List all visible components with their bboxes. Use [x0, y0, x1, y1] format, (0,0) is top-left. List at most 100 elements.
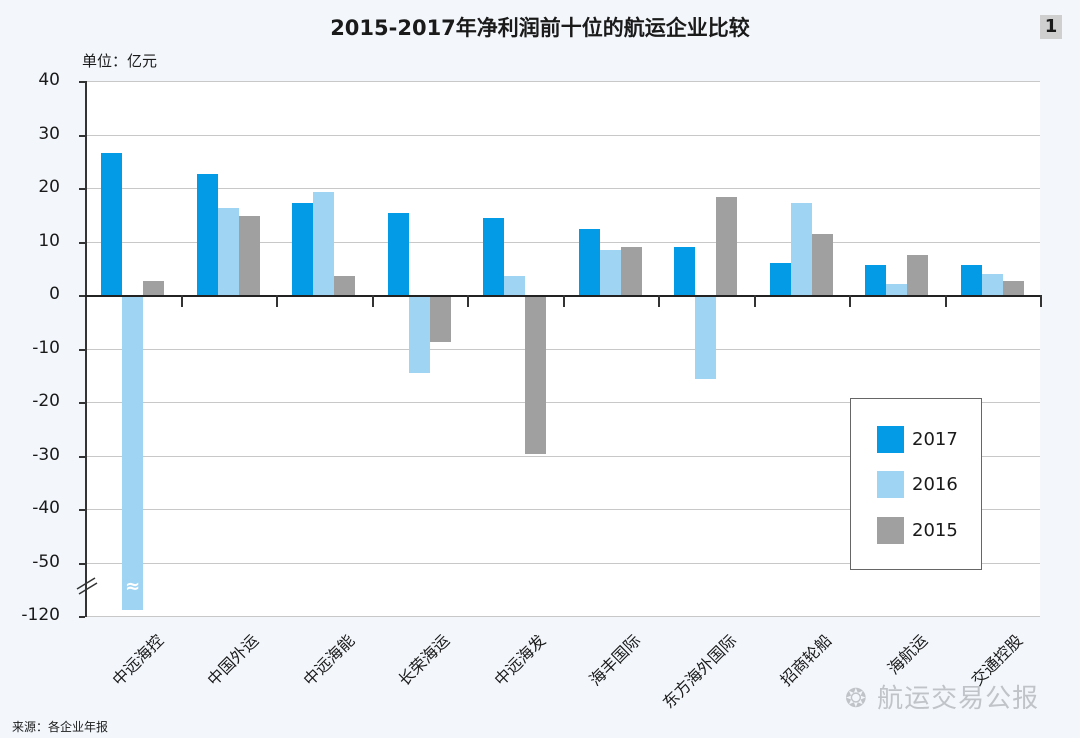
bar-2017 — [101, 153, 122, 295]
axis-break-wave-icon: ≈ — [125, 576, 141, 597]
source-note: 来源：各企业年报 — [12, 720, 109, 734]
bar-2016 — [408, 296, 430, 374]
grid-line — [85, 509, 1040, 510]
legend-swatch-2015 — [877, 516, 904, 544]
legend-swatch-2016 — [877, 470, 904, 498]
bar-2015 — [525, 296, 546, 454]
y-tick-label: -20 — [32, 391, 60, 411]
watermark-text: 航运交易公报 — [877, 684, 1040, 714]
y-tick — [79, 188, 85, 190]
bar-2016 — [122, 296, 143, 610]
grid-line — [85, 241, 1040, 243]
y-tick — [79, 348, 85, 351]
x-tick-label: 中远海发 — [490, 630, 550, 690]
bar-2017 — [960, 265, 982, 295]
y-tick — [79, 402, 85, 404]
y-tick — [79, 81, 85, 83]
y-tick — [79, 241, 85, 244]
figure-number-badge: 1 — [1040, 15, 1062, 39]
x-tick — [658, 295, 660, 307]
legend-label: 2016 — [912, 473, 958, 495]
bar-2015 — [429, 296, 451, 342]
y-tick — [79, 455, 85, 458]
y-tick — [79, 509, 85, 511]
bar-2015 — [716, 197, 737, 295]
bar-2015 — [1002, 281, 1024, 295]
grid-line — [85, 562, 1040, 564]
unit-label: 单位：亿元 — [82, 52, 158, 70]
x-tick-label: 海航运 — [883, 630, 932, 679]
bar-2017 — [865, 265, 886, 295]
bar-2015 — [907, 254, 928, 295]
bar-2016 — [599, 250, 621, 295]
bar-2017 — [387, 213, 409, 295]
wechat-icon: ❂ — [845, 684, 878, 714]
bar-2016 — [790, 202, 812, 295]
bar-2016 — [217, 207, 239, 295]
bar-2015 — [811, 234, 833, 295]
legend-item-2017: 2017 — [877, 425, 958, 453]
x-tick — [371, 295, 374, 307]
bar-2016 — [313, 191, 334, 295]
bar-2015 — [620, 246, 642, 295]
x-tick-label: 中远海能 — [299, 630, 359, 690]
grid-line — [85, 81, 1040, 82]
grid-line — [85, 402, 1040, 403]
y-tick-label: 20 — [38, 177, 60, 197]
y-tick-label: 0 — [49, 284, 60, 304]
grid-line — [85, 188, 1040, 189]
y-tick-label: -50 — [32, 551, 60, 572]
x-tick — [1040, 295, 1042, 307]
x-tick — [753, 295, 756, 307]
legend-item-2015: 2015 — [877, 516, 958, 544]
x-tick — [467, 295, 469, 307]
bar-2016 — [695, 296, 716, 379]
legend-swatch-2017 — [877, 425, 904, 453]
y-tick — [79, 616, 85, 618]
x-tick — [849, 295, 851, 307]
legend-label: 2015 — [912, 519, 958, 541]
grid-line — [85, 134, 1040, 136]
bar-2015 — [143, 281, 164, 295]
x-tick — [180, 295, 183, 307]
bar-2017 — [674, 246, 695, 295]
bar-2016 — [886, 283, 907, 295]
x-tick — [276, 295, 278, 307]
y-tick-label: -10 — [32, 337, 60, 358]
bar-2017 — [292, 202, 313, 295]
y-tick-label: -30 — [32, 444, 60, 465]
x-tick — [944, 295, 947, 307]
y-tick — [79, 295, 85, 297]
bar-2017 — [196, 174, 218, 295]
bar-2016 — [981, 273, 1003, 295]
x-tick — [562, 295, 565, 307]
bar-2015 — [334, 275, 355, 295]
legend: 2017 2016 2015 — [850, 398, 982, 570]
y-tick — [79, 134, 85, 137]
watermark: ❂ 航运交易公报 — [845, 678, 1039, 715]
y-tick-label: 40 — [38, 70, 60, 90]
legend-label: 2017 — [912, 428, 958, 450]
grid-line — [85, 348, 1040, 350]
y-tick-label: -120 — [21, 605, 60, 625]
y-tick — [79, 562, 85, 565]
y-tick-label: 30 — [38, 123, 60, 144]
y-axis — [85, 81, 87, 617]
x-tick-label: 中远海控 — [108, 630, 168, 690]
grid-line — [85, 616, 1040, 617]
bar-2017 — [483, 217, 504, 295]
x-tick-label: 中国外运 — [204, 630, 263, 690]
x-tick-label: 招商轮船 — [777, 630, 836, 690]
bar-2016 — [504, 275, 525, 295]
bar-2017 — [769, 262, 791, 295]
legend-item-2016: 2016 — [877, 470, 958, 498]
bar-2017 — [578, 229, 600, 295]
y-tick-label: 10 — [38, 230, 60, 251]
grid-line — [85, 455, 1040, 457]
axis-break-icon — [76, 577, 98, 595]
x-tick-label: 东方海外国际 — [658, 630, 741, 713]
bar-2015 — [238, 215, 260, 295]
chart-title: 2015-2017年净利润前十位的航运企业比较 — [330, 16, 750, 40]
y-tick-label: -40 — [32, 498, 60, 518]
x-tick-label: 海丰国际 — [586, 630, 645, 690]
